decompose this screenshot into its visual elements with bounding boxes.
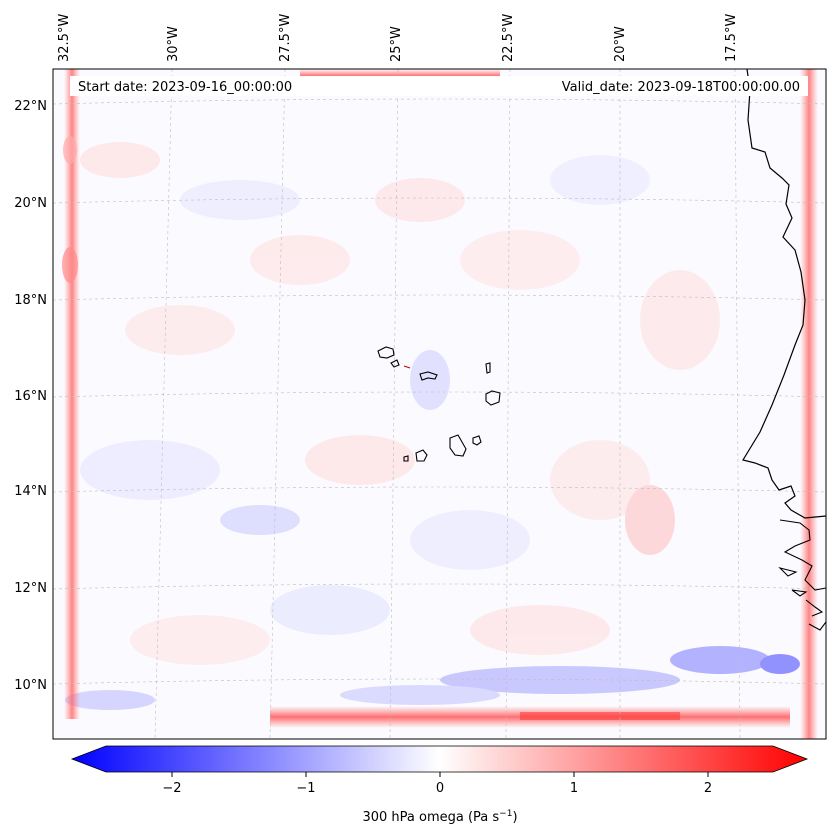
map-panel: Start date: 2023-09-16_00:00:00 Valid_da… xyxy=(52,68,827,740)
omega-field xyxy=(53,69,826,739)
lat-label: 10°N xyxy=(14,678,47,693)
graticule xyxy=(53,69,826,739)
colorbar-label-close: ) xyxy=(512,810,517,825)
colorbar-label-exponent: −1 xyxy=(499,809,512,819)
lat-label: 18°N xyxy=(14,293,47,308)
lat-label: 22°N xyxy=(14,99,47,114)
colorbar-outline xyxy=(70,745,809,773)
lon-label: 20°W xyxy=(613,26,628,62)
island-coastlines xyxy=(377,346,501,462)
colorbar-tick-label: −1 xyxy=(296,781,315,796)
lon-label: 25°W xyxy=(389,26,404,62)
lon-label: 32.5°W xyxy=(57,14,72,62)
colorbar: −2 −1 0 1 2 300 hPa omega (Pa s−1) xyxy=(70,745,809,825)
start-date-text: Start date: 2023-09-16_00:00:00 xyxy=(78,80,292,95)
latitude-labels: 22°N 20°N 18°N 16°N 14°N 12°N 10°N xyxy=(14,99,47,693)
lon-label: 17.5°W xyxy=(724,14,739,62)
colorbar-label-main: 300 hPa omega (Pa s xyxy=(362,810,499,825)
lat-label: 16°N xyxy=(14,389,47,404)
colorbar-label: 300 hPa omega (Pa s−1) xyxy=(362,809,517,825)
lon-label: 22.5°W xyxy=(501,14,516,62)
colorbar-gradient xyxy=(72,746,807,772)
map-frame xyxy=(52,68,827,740)
colorbar-tick-label: 1 xyxy=(570,781,578,796)
lat-label: 20°N xyxy=(14,196,47,211)
colorbar-tick-label: 0 xyxy=(436,781,444,796)
west-africa-islands xyxy=(778,519,826,631)
lat-label: 12°N xyxy=(14,581,47,596)
longitude-labels: 32.5°W 30°W 27.5°W 25°W 22.5°W 20°W 17.5… xyxy=(57,14,739,62)
colorbar-tick-label: 2 xyxy=(704,781,712,796)
lat-label: 14°N xyxy=(14,484,47,499)
colorbar-ticks xyxy=(171,772,709,777)
african-coastline xyxy=(742,69,826,519)
valid-date-text: Valid_date: 2023-09-18T00:00:00.00 xyxy=(562,80,800,95)
lon-label: 30°W xyxy=(166,26,181,62)
lon-label: 27.5°W xyxy=(278,14,293,62)
header-box xyxy=(70,76,808,96)
colorbar-tick-label: −2 xyxy=(162,781,181,796)
